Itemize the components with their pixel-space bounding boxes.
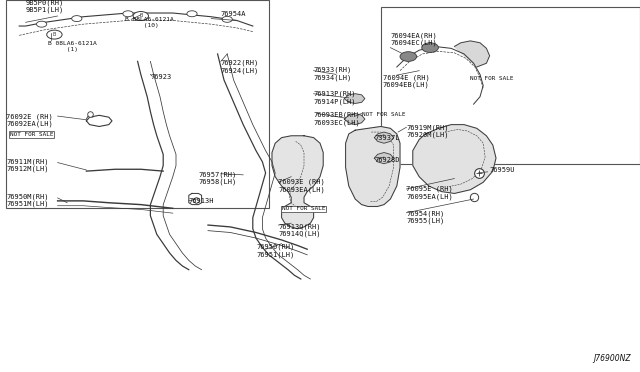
Polygon shape	[374, 132, 394, 143]
Text: 76913Q(RH)
76914Q(LH): 76913Q(RH) 76914Q(LH)	[278, 223, 321, 237]
Text: 76913H: 76913H	[189, 198, 214, 204]
Text: 76092E (RH)
76092EA(LH): 76092E (RH) 76092EA(LH)	[6, 113, 53, 128]
Text: 76922(RH)
76924(LH): 76922(RH) 76924(LH)	[221, 60, 259, 74]
Polygon shape	[374, 153, 394, 164]
Text: B: B	[52, 32, 56, 37]
Text: 76919M(RH)
76920M(LH): 76919M(RH) 76920M(LH)	[406, 124, 449, 138]
Text: 76954A: 76954A	[221, 11, 246, 17]
Bar	[381, 7, 640, 164]
Text: 76954(RH)
76955(LH): 76954(RH) 76955(LH)	[406, 210, 445, 224]
Text: 9B5P0(RH)
9B5P1(LH): 9B5P0(RH) 9B5P1(LH)	[26, 0, 64, 13]
Circle shape	[36, 21, 47, 27]
Polygon shape	[344, 94, 365, 103]
Text: 76928D: 76928D	[374, 157, 400, 163]
Text: 76093EB(RH)
76093EC(LH): 76093EB(RH) 76093EC(LH)	[314, 112, 360, 126]
Text: 76094EA(RH)
76094EC(LH): 76094EA(RH) 76094EC(LH)	[390, 32, 437, 46]
Polygon shape	[344, 113, 365, 125]
Text: 76950M(RH)
76951M(LH): 76950M(RH) 76951M(LH)	[6, 193, 49, 208]
Text: 76093E (RH)
76093EA(LH): 76093E (RH) 76093EA(LH)	[278, 179, 325, 193]
Circle shape	[187, 11, 197, 17]
Text: NOT FOR SALE: NOT FOR SALE	[282, 206, 325, 211]
Text: 76923: 76923	[150, 74, 172, 80]
Circle shape	[123, 11, 133, 17]
Text: NOT FOR SALE: NOT FOR SALE	[362, 112, 405, 116]
Text: 76957(RH)
76958(LH): 76957(RH) 76958(LH)	[198, 171, 237, 185]
Text: 76911M(RH)
76912M(LH): 76911M(RH) 76912M(LH)	[6, 158, 49, 172]
Text: NOT FOR SALE: NOT FOR SALE	[10, 132, 53, 137]
Polygon shape	[413, 125, 496, 193]
Text: B 08LA6-6121A
     (1): B 08LA6-6121A (1)	[48, 41, 97, 52]
Text: 76950(RH)
76951(LH): 76950(RH) 76951(LH)	[256, 244, 294, 258]
Text: 76095E (RH)
76095EA(LH): 76095E (RH) 76095EA(LH)	[406, 186, 453, 200]
Text: 76933(RH)
76934(LH): 76933(RH) 76934(LH)	[314, 67, 352, 81]
Polygon shape	[272, 136, 323, 229]
Circle shape	[47, 30, 62, 39]
Text: 76913P(RH)
76914P(LH): 76913P(RH) 76914P(LH)	[314, 91, 356, 105]
Polygon shape	[346, 126, 400, 206]
Polygon shape	[454, 41, 490, 67]
Text: NOT FOR SALE: NOT FOR SALE	[470, 76, 514, 81]
Bar	[6, 0, 269, 208]
Circle shape	[222, 16, 232, 22]
Text: B 08LA6-6121A
     (10): B 08LA6-6121A (10)	[125, 17, 173, 28]
Text: 73937L: 73937L	[374, 135, 400, 141]
Circle shape	[72, 16, 82, 22]
Text: 76959U: 76959U	[490, 167, 515, 173]
Circle shape	[133, 12, 148, 20]
Text: J76900NZ: J76900NZ	[593, 354, 630, 363]
Circle shape	[422, 43, 438, 52]
Text: 76094E (RH)
76094EB(LH): 76094E (RH) 76094EB(LH)	[383, 74, 429, 89]
Circle shape	[400, 52, 417, 61]
Text: B: B	[139, 13, 143, 19]
